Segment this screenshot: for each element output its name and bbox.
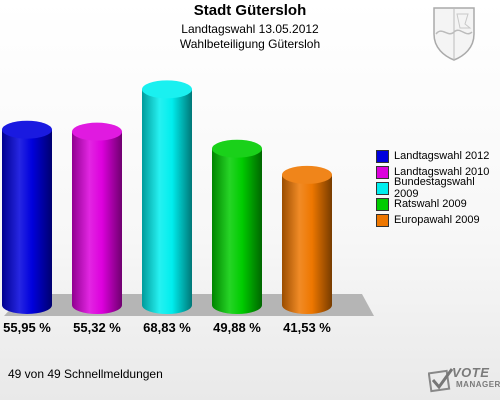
- bar-4: [212, 148, 262, 314]
- vote-manager-logo: VOTE MANAGER: [426, 363, 500, 397]
- legend-swatch: [376, 165, 389, 179]
- value-labels-layer: 55,95 % 55,32 % 68,83 % 49,88 % 41,53 %: [3, 320, 331, 335]
- legend-item: Landtagswahl 2012: [376, 148, 500, 164]
- legend-label: Europawahl 2009: [394, 214, 480, 226]
- legend-label: Ratswahl 2009: [394, 198, 467, 210]
- chart-title: Stadt Gütersloh: [193, 2, 307, 19]
- legend-item: Ratswahl 2009: [376, 196, 500, 212]
- bar-5: [282, 174, 332, 314]
- value-label-5: 41,53 %: [283, 320, 331, 335]
- value-label-2: 55,32 %: [73, 320, 121, 335]
- chart-subtitle-election: Landtagswahl 13.05.2012: [181, 22, 319, 36]
- logo-line-1: VOTE: [452, 365, 490, 380]
- bar-3: [142, 89, 192, 314]
- bar-cap-1: [2, 120, 52, 139]
- legend-label: Landtagswahl 2012: [394, 150, 490, 162]
- legend-item: Landtagswahl 2010: [376, 164, 500, 180]
- logo-line-2: MANAGER: [456, 380, 500, 389]
- value-label-1: 55,95 %: [3, 320, 51, 335]
- bar-cap-5: [282, 165, 332, 184]
- legend-item: Bundestagswahl 2009: [376, 176, 500, 200]
- legend-swatch: [376, 149, 389, 163]
- value-label-3: 68,83 %: [143, 320, 191, 335]
- legend-swatch: [376, 181, 389, 195]
- bar-1: [2, 129, 52, 314]
- value-label-4: 49,88 %: [213, 320, 261, 335]
- status-text: 49 von 49 Schnellmeldungen: [8, 367, 163, 381]
- coat-of-arms-icon: [433, 7, 475, 61]
- legend-swatch: [376, 197, 389, 211]
- bar-2: [72, 131, 122, 314]
- legend-label: Bundestagswahl 2009: [394, 176, 475, 200]
- bar-cap-3: [142, 80, 192, 99]
- bar-cap-2: [72, 122, 122, 141]
- bars-layer: [2, 80, 332, 314]
- legend-swatch: [376, 213, 389, 227]
- chart-subtitle-metric: Wahlbeteiligung Gütersloh: [179, 37, 321, 51]
- chart-legend: Landtagswahl 2012 Landtagswahl 2010 Bundes…: [376, 148, 500, 228]
- bar-cap-4: [212, 139, 262, 158]
- legend-label: Landtagswahl 2010: [394, 166, 490, 178]
- checkmark-icon: [428, 368, 454, 393]
- legend-item: Europawahl 2009: [376, 212, 500, 228]
